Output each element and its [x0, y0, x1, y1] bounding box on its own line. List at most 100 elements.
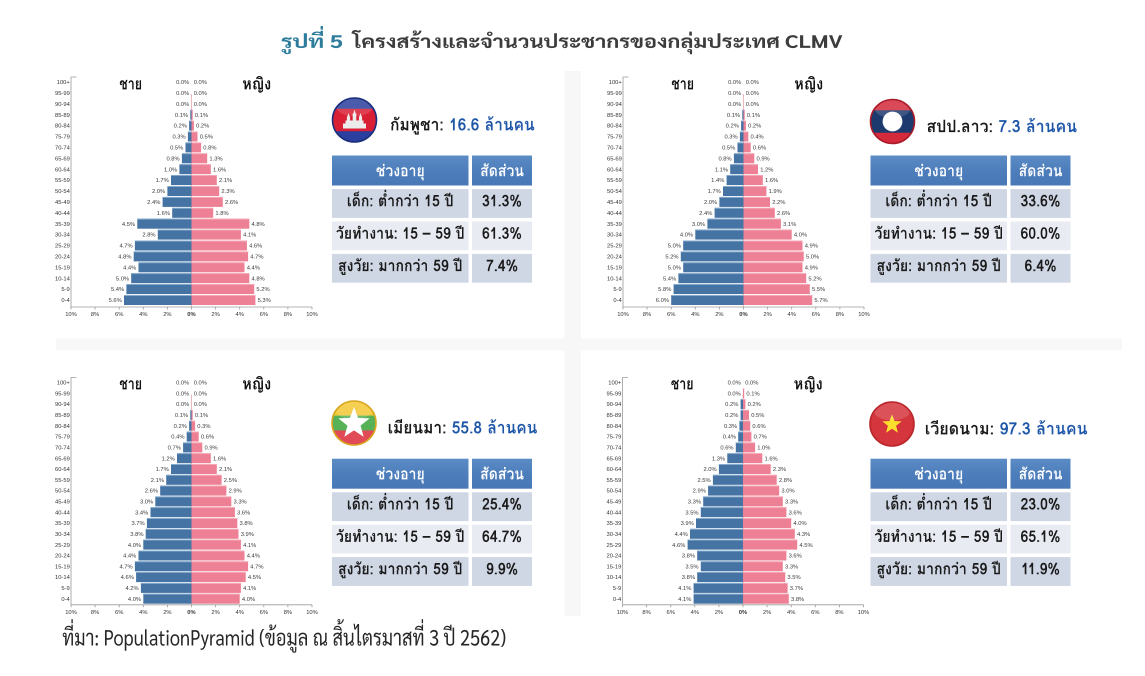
svg-text:0%: 0%	[187, 312, 195, 318]
svg-text:4%: 4%	[139, 312, 147, 318]
svg-text:4.4%: 4.4%	[123, 554, 136, 560]
svg-text:70-74: 70-74	[607, 146, 623, 152]
svg-text:4.8%: 4.8%	[118, 255, 131, 261]
svg-text:10%: 10%	[858, 312, 870, 318]
svg-text:65-69: 65-69	[55, 456, 70, 462]
svg-text:4.5%: 4.5%	[799, 543, 812, 549]
svg-text:0.0%: 0.0%	[728, 391, 741, 397]
svg-text:4.1%: 4.1%	[243, 586, 256, 592]
svg-text:0.0%: 0.0%	[194, 402, 207, 408]
svg-text:1.3%: 1.3%	[712, 456, 725, 462]
svg-text:0.3%: 0.3%	[724, 135, 737, 141]
svg-text:0.2%: 0.2%	[748, 402, 761, 408]
svg-text:3.7%: 3.7%	[790, 586, 803, 592]
svg-text:100+: 100+	[609, 80, 623, 86]
svg-text:2.3%: 2.3%	[773, 467, 786, 473]
svg-text:4.1%: 4.1%	[678, 597, 691, 603]
svg-text:90-94: 90-94	[55, 402, 71, 408]
svg-text:70-74: 70-74	[606, 446, 622, 452]
svg-text:20-24: 20-24	[55, 255, 71, 261]
svg-text:55-59: 55-59	[55, 478, 70, 484]
svg-text:5.4%: 5.4%	[663, 276, 676, 282]
svg-text:4.4%: 4.4%	[247, 265, 260, 271]
svg-text:60-64: 60-64	[55, 467, 71, 473]
svg-text:70-74: 70-74	[55, 446, 71, 452]
svg-text:0.3%: 0.3%	[724, 424, 737, 430]
svg-text:4.8%: 4.8%	[252, 222, 265, 228]
svg-text:35-39: 35-39	[606, 521, 621, 527]
svg-text:4%: 4%	[139, 610, 147, 616]
svg-text:5.0%: 5.0%	[806, 255, 819, 261]
svg-text:2.4%: 2.4%	[699, 211, 712, 217]
svg-text:4.0%: 4.0%	[793, 521, 806, 527]
svg-text:0.3%: 0.3%	[197, 424, 210, 430]
svg-text:0-4: 0-4	[61, 597, 70, 603]
svg-text:0.8%: 0.8%	[203, 146, 216, 152]
svg-text:0.6%: 0.6%	[201, 435, 214, 441]
svg-text:80-84: 80-84	[55, 424, 71, 430]
svg-text:4.9%: 4.9%	[805, 265, 818, 271]
svg-text:0.5%: 0.5%	[200, 135, 213, 141]
svg-text:0.2%: 0.2%	[174, 124, 187, 130]
svg-text:95-99: 95-99	[55, 391, 70, 397]
svg-text:0.0%: 0.0%	[728, 381, 741, 387]
svg-text:3.6%: 3.6%	[789, 510, 802, 516]
svg-text:20-24: 20-24	[607, 255, 623, 261]
svg-text:0.0%: 0.0%	[194, 80, 207, 86]
svg-text:0.2%: 0.2%	[748, 124, 761, 130]
svg-text:2.0%: 2.0%	[703, 467, 716, 473]
svg-text:4.0%: 4.0%	[242, 597, 255, 603]
svg-text:1.2%: 1.2%	[760, 167, 773, 173]
svg-text:1.3%: 1.3%	[209, 156, 222, 162]
svg-text:0.0%: 0.0%	[728, 102, 741, 108]
svg-text:0.0%: 0.0%	[176, 80, 189, 86]
svg-text:2%: 2%	[163, 610, 171, 616]
svg-text:50-54: 50-54	[55, 489, 71, 495]
svg-text:5.2%: 5.2%	[665, 255, 678, 261]
svg-text:0.9%: 0.9%	[757, 156, 770, 162]
svg-text:3.9%: 3.9%	[681, 521, 694, 527]
svg-text:6%: 6%	[667, 312, 675, 318]
svg-text:50-54: 50-54	[55, 189, 71, 195]
svg-text:100+: 100+	[57, 80, 71, 86]
svg-text:30-34: 30-34	[606, 532, 622, 538]
svg-text:2.8%: 2.8%	[142, 233, 155, 239]
svg-text:20-24: 20-24	[55, 554, 71, 560]
svg-text:0.0%: 0.0%	[176, 381, 189, 387]
svg-text:2.1%: 2.1%	[219, 467, 232, 473]
svg-text:2.3%: 2.3%	[221, 189, 234, 195]
svg-text:1.6%: 1.6%	[765, 178, 778, 184]
svg-text:0.3%: 0.3%	[172, 135, 185, 141]
svg-text:85-89: 85-89	[606, 413, 621, 419]
svg-text:60-64: 60-64	[606, 467, 622, 473]
svg-text:6%: 6%	[812, 312, 820, 318]
svg-text:5.0%: 5.0%	[668, 265, 681, 271]
svg-text:8%: 8%	[284, 610, 292, 616]
svg-text:55-59: 55-59	[607, 178, 622, 184]
svg-text:3.5%: 3.5%	[685, 564, 698, 570]
svg-text:5.7%: 5.7%	[814, 298, 827, 304]
svg-text:0.8%: 0.8%	[166, 156, 179, 162]
svg-text:0.0%: 0.0%	[728, 91, 741, 97]
svg-text:0.2%: 0.2%	[196, 124, 209, 130]
svg-text:3.3%: 3.3%	[785, 500, 798, 506]
svg-text:30-34: 30-34	[55, 233, 71, 239]
svg-text:85-89: 85-89	[55, 113, 70, 119]
svg-text:0.0%: 0.0%	[746, 102, 759, 108]
svg-text:0.0%: 0.0%	[746, 80, 759, 86]
svg-text:0.6%: 0.6%	[753, 146, 766, 152]
svg-text:1.7%: 1.7%	[156, 178, 169, 184]
svg-text:3.6%: 3.6%	[237, 510, 250, 516]
svg-text:1.6%: 1.6%	[765, 456, 778, 462]
svg-text:10-14: 10-14	[607, 276, 623, 282]
svg-text:1.6%: 1.6%	[213, 456, 226, 462]
svg-text:45-49: 45-49	[606, 500, 621, 506]
svg-text:0.0%: 0.0%	[194, 391, 207, 397]
svg-text:4.0%: 4.0%	[128, 597, 141, 603]
svg-text:1.0%: 1.0%	[164, 167, 177, 173]
svg-text:4%: 4%	[787, 610, 795, 616]
svg-text:3.0%: 3.0%	[140, 500, 153, 506]
svg-text:35-39: 35-39	[55, 222, 70, 228]
svg-text:8%: 8%	[284, 312, 292, 318]
svg-text:2.6%: 2.6%	[777, 211, 790, 217]
